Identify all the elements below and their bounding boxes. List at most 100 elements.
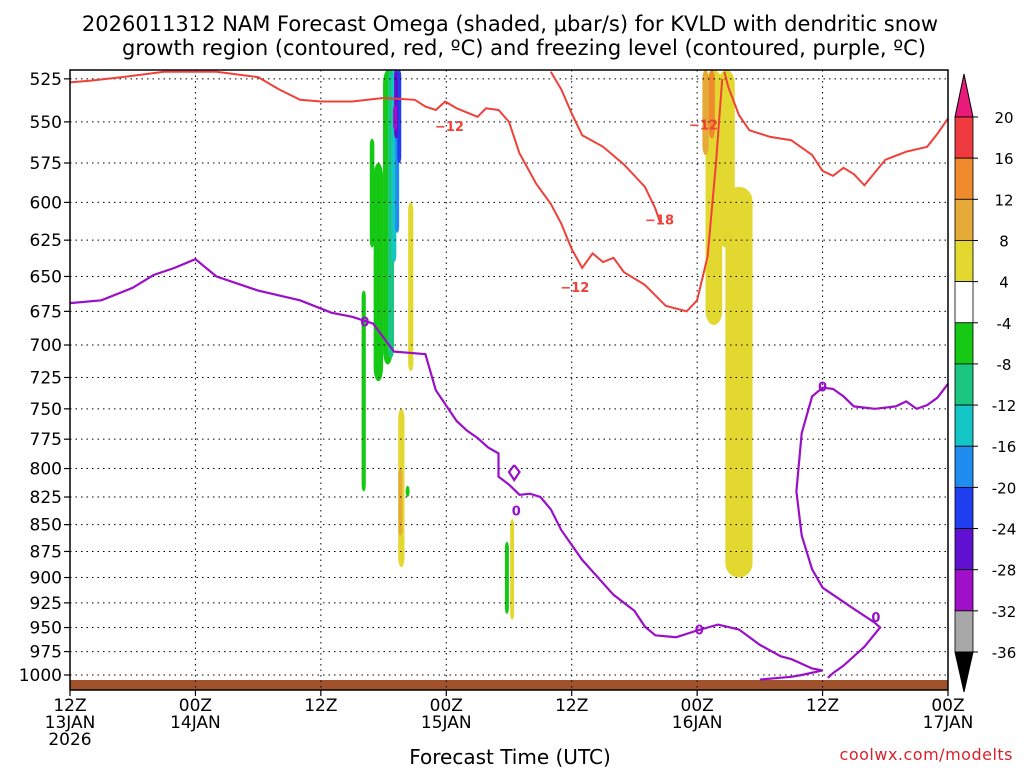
y-tick-label: 1000: [19, 666, 62, 686]
red-contour-label: −18: [645, 214, 674, 229]
colorbar-swatch: [954, 569, 974, 612]
colorbar-bottom-arrow: [954, 651, 974, 693]
omega-shade-region: [398, 468, 403, 536]
colorbar-swatch: [954, 610, 974, 653]
y-tick-label: 975: [30, 643, 62, 663]
colorbar-tick-label: 8: [999, 232, 1009, 250]
x-tick-label: 00Z: [430, 696, 463, 716]
y-tick-label: 575: [30, 154, 62, 174]
colorbar-tick-label: -12: [992, 397, 1017, 415]
colorbar-swatch: [954, 116, 974, 159]
x-tick-label: 12Z: [555, 696, 588, 716]
y-tick-label: 775: [30, 430, 62, 450]
y-tick-label: 625: [30, 231, 62, 251]
y-tick-label: 900: [30, 569, 62, 589]
chart-title-line-2: growth region (contoured, red, ºC) and f…: [122, 36, 926, 60]
colorbar-top-arrow: [954, 73, 974, 118]
y-tick-label: 825: [30, 488, 62, 508]
x-tick-label: 15JAN: [421, 713, 472, 733]
x-tick-label: 00Z: [931, 696, 964, 716]
colorbar-tick-label: 16: [994, 150, 1013, 168]
x-tick-label: 00Z: [681, 696, 714, 716]
x-tick-label: 12Z: [53, 696, 86, 716]
colorbar-swatch: [954, 486, 974, 529]
credit-text: coolwx.com/modelts: [840, 745, 1013, 764]
freezing-level-contour: [69, 257, 823, 681]
purple-contour-label: 0: [512, 504, 521, 519]
x-tick-label: 14JAN: [170, 713, 221, 733]
omega-shade-region: [408, 202, 414, 372]
omega-shade-region: [504, 541, 509, 614]
dgz-contour-red: [69, 70, 724, 313]
colorbar-swatch: [954, 157, 974, 200]
colorbar-tick-label: -36: [992, 644, 1017, 662]
red-contour-label: −12: [689, 118, 718, 133]
x-tick-label: 2026: [48, 730, 91, 750]
x-tick-label: 13JAN: [45, 713, 96, 733]
y-tick-label: 650: [30, 267, 62, 287]
omega-shade-region: [393, 104, 398, 131]
x-tick-label: 00Z: [179, 696, 212, 716]
y-tick-label: 700: [30, 336, 62, 356]
colorbar-tick-label: 12: [994, 191, 1013, 209]
x-tick-label: 12Z: [806, 696, 839, 716]
omega-shade-region: [361, 290, 366, 492]
y-tick-label: 600: [30, 193, 62, 213]
y-tick-label: 875: [30, 542, 62, 562]
purple-contour-label: 0: [871, 611, 880, 626]
colorbar-swatch: [954, 404, 974, 447]
x-tick-label: 12Z: [304, 696, 337, 716]
colorbar-swatch: [954, 528, 974, 571]
colorbar-tick-label: 20: [994, 109, 1013, 127]
y-tick-label: 725: [30, 368, 62, 388]
colorbar-tick-label: -20: [992, 479, 1017, 497]
contour-labels: −12 −18 −12 −12 0 0 0 0 0: [360, 118, 880, 638]
red-contour-label: −12: [435, 120, 464, 135]
colorbar-swatch: [954, 322, 974, 365]
colorbar-tick-label: 4: [999, 274, 1009, 292]
colorbar-swatch: [954, 240, 974, 283]
dgz-contour-red: [723, 71, 949, 187]
chart-title-line-1: 2026011312 NAM Forecast Omega (shaded, μ…: [82, 12, 938, 36]
omega-shade-region: [373, 163, 384, 382]
colorbar-tick-label: -28: [992, 562, 1017, 580]
y-tick-label: 925: [30, 594, 62, 614]
colorbar-swatch: [954, 281, 974, 324]
omega-shade-region: [405, 485, 410, 498]
contour-layer: [69, 70, 949, 681]
colorbar-tick-label: -4: [997, 315, 1012, 333]
dgz-contour-red: [549, 71, 662, 225]
x-tick-label: 16JAN: [672, 713, 723, 733]
omega-shade-region: [708, 70, 715, 139]
y-tick-label: 550: [30, 113, 62, 133]
omega-shade-region: [702, 70, 709, 155]
x-tick-label: 17JAN: [923, 713, 974, 733]
purple-contour-label: 0: [695, 623, 704, 638]
colorbar-swatch: [954, 363, 974, 406]
omega-shading-layer: [361, 70, 753, 620]
y-tick-label: 950: [30, 619, 62, 639]
omega-shade-region: [510, 519, 515, 620]
y-tick-label: 850: [30, 516, 62, 536]
colorbar-tick-label: -8: [997, 356, 1012, 374]
y-tick-label: 525: [30, 70, 62, 90]
y-tick-label: 800: [30, 460, 62, 480]
colorbar: 20 16 12 8 4 -4 -8 -12 -16 -20 -24 -28 -32 -36: [954, 73, 1017, 693]
colorbar-tick-label: -16: [992, 438, 1017, 456]
omega-shade-region: [397, 70, 402, 164]
y-tick-label: 675: [30, 302, 62, 322]
colorbar-tick-label: -32: [992, 603, 1017, 621]
purple-contour-label: 0: [818, 381, 827, 396]
freezing-level-contour: [795, 383, 949, 624]
y-tick-label: 750: [30, 400, 62, 420]
y-axis-ticks: 525 550 575 600 625 650 675 700 725 750 775 800 825 8…: [19, 70, 70, 686]
omega-shade-region: [725, 186, 753, 578]
colorbar-tick-label: -24: [992, 521, 1017, 539]
ground-surface: [70, 680, 948, 690]
grid-lines: [69, 70, 949, 690]
colorbar-swatch: [954, 198, 974, 241]
freezing-level-contour: [507, 464, 521, 483]
colorbar-swatch: [954, 445, 974, 488]
